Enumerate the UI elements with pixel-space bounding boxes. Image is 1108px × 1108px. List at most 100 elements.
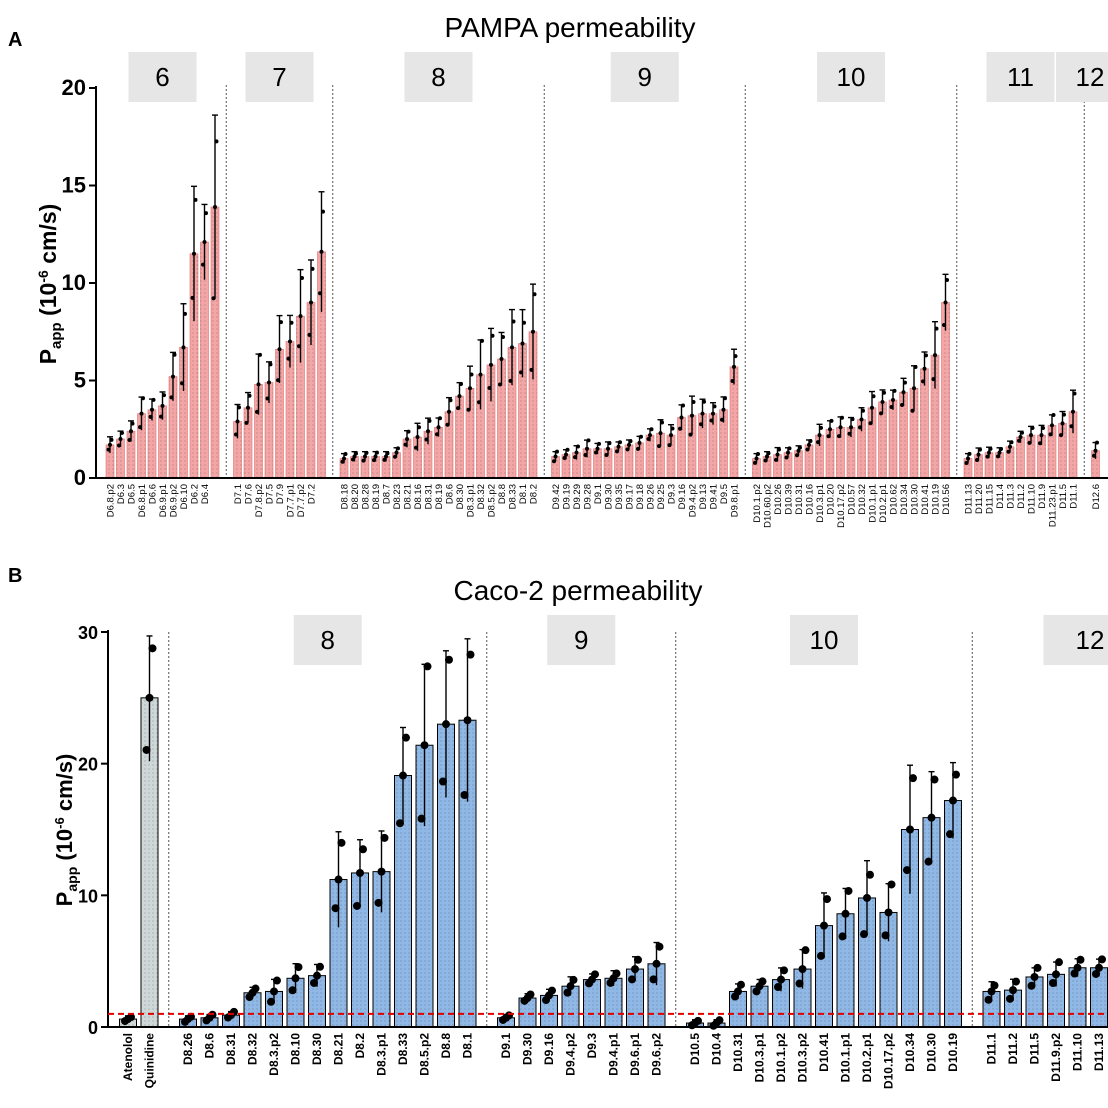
- data-point: [374, 898, 383, 907]
- data-point: [1073, 963, 1082, 972]
- data-point: [860, 930, 868, 939]
- data-point: [690, 413, 694, 418]
- x-tick-label: D9.6.p1: [628, 1033, 642, 1076]
- group-label: 6: [155, 62, 169, 92]
- data-point: [564, 452, 568, 457]
- bar-texture: [373, 871, 390, 1027]
- data-point: [172, 352, 177, 357]
- x-tick-label: D8.1: [461, 1033, 475, 1059]
- data-point: [838, 932, 847, 941]
- panel-b-ylabel-sup: -6: [52, 817, 67, 829]
- x-tick-label: D10.62: [888, 484, 899, 515]
- group-label: 7: [272, 62, 286, 92]
- data-point: [870, 405, 874, 410]
- bar-texture: [837, 913, 854, 1027]
- x-tick-label: D10.19: [930, 484, 941, 515]
- x-tick-label: D9.41: [708, 484, 719, 509]
- data-point: [276, 378, 280, 383]
- x-tick-label: D10.31: [731, 1033, 745, 1072]
- bar-texture: [296, 316, 305, 478]
- data-point: [1062, 412, 1066, 417]
- data-point: [1033, 963, 1042, 972]
- data-point: [586, 438, 591, 443]
- data-point: [396, 446, 400, 451]
- data-point: [552, 459, 556, 464]
- data-point: [520, 341, 525, 346]
- bar-texture: [403, 439, 411, 478]
- data-point: [901, 390, 906, 395]
- bar-texture: [413, 437, 422, 478]
- bar-texture: [719, 409, 728, 478]
- x-tick-label: D9.16: [542, 1033, 556, 1065]
- data-point: [1072, 391, 1077, 396]
- x-tick-label: D11.1: [985, 1033, 999, 1065]
- data-point: [694, 1016, 702, 1025]
- data-point: [871, 394, 876, 399]
- x-tick-label: D7.1: [233, 484, 244, 504]
- bar-texture: [551, 456, 560, 478]
- x-tick-label: D10.30: [925, 1033, 939, 1072]
- data-point: [823, 895, 831, 904]
- data-point: [849, 425, 853, 430]
- data-point: [553, 454, 558, 459]
- data-point: [117, 443, 121, 448]
- group-label-box: [610, 52, 679, 102]
- data-point: [924, 857, 933, 866]
- data-point: [1048, 432, 1053, 437]
- data-point: [204, 211, 208, 216]
- data-point: [426, 429, 430, 434]
- data-point: [612, 969, 621, 978]
- data-point: [247, 393, 252, 398]
- data-point: [337, 838, 346, 847]
- data-point: [489, 362, 493, 367]
- x-tick-label: D9.26: [645, 484, 656, 509]
- data-point: [585, 446, 589, 451]
- data-point: [288, 986, 297, 995]
- data-point: [352, 454, 357, 459]
- data-point: [819, 425, 823, 430]
- data-point: [808, 439, 813, 444]
- data-point: [1092, 969, 1100, 978]
- data-point: [753, 460, 757, 465]
- data-point: [652, 959, 661, 968]
- data-point: [949, 796, 957, 805]
- group-label: 8: [431, 62, 445, 92]
- bar-texture: [815, 925, 833, 1027]
- bar-texture: [1091, 450, 1100, 478]
- data-point: [774, 983, 782, 992]
- data-point: [310, 978, 318, 987]
- bar-texture: [340, 458, 348, 478]
- data-point: [798, 445, 802, 450]
- data-point: [996, 454, 1000, 459]
- bar-texture: [392, 452, 401, 478]
- bar-texture: [254, 384, 263, 478]
- data-point: [181, 345, 186, 350]
- data-point: [681, 403, 685, 408]
- data-point: [934, 326, 939, 331]
- data-point: [927, 813, 936, 822]
- group-label-box: [547, 615, 616, 665]
- data-point: [148, 644, 157, 653]
- data-point: [501, 335, 505, 340]
- group-label-box: [293, 615, 362, 665]
- x-tick-label: D11.9: [1037, 484, 1048, 509]
- data-point: [202, 240, 207, 245]
- data-point: [1009, 440, 1014, 445]
- bar-texture: [361, 456, 369, 478]
- data-point: [286, 356, 291, 361]
- x-tick-label: D8.8: [497, 484, 508, 504]
- data-point: [667, 443, 672, 448]
- panel-b-ylabel-main: P: [52, 892, 77, 907]
- data-point: [361, 458, 366, 463]
- bar-texture: [698, 413, 707, 478]
- x-tick-label: D11.4: [995, 484, 1006, 509]
- data-point: [669, 433, 673, 438]
- data-point: [631, 965, 639, 974]
- bar-texture: [466, 388, 474, 478]
- bar-texture: [805, 444, 813, 478]
- bar-texture: [371, 456, 380, 478]
- x-tick-label: D9.19: [561, 484, 572, 509]
- data-point: [881, 931, 890, 940]
- data-point: [574, 450, 579, 455]
- data-point: [1069, 424, 1074, 429]
